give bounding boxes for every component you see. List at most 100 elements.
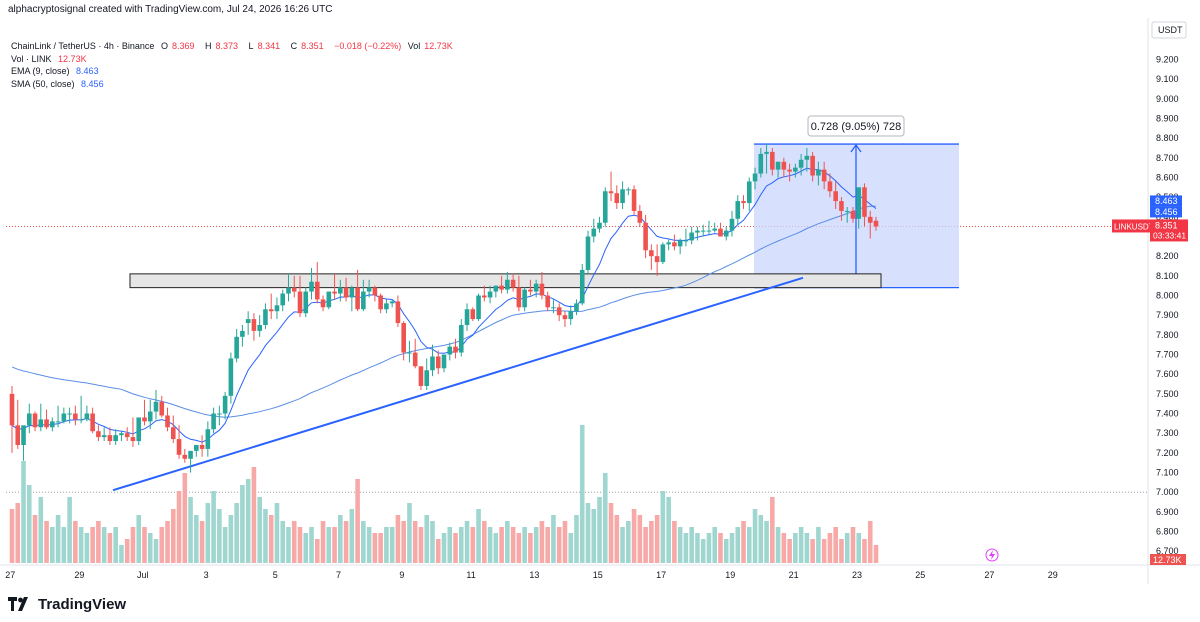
x-tick-label: 5 <box>273 570 278 580</box>
candle-body <box>458 325 464 353</box>
volume-bar <box>718 533 723 563</box>
volume-bar <box>188 497 193 563</box>
volume-bar <box>407 503 412 563</box>
volume-bar <box>458 527 464 563</box>
legend-ema-row[interactable]: EMA (9, close) 8.463 <box>11 65 461 78</box>
volume-bar <box>182 473 188 563</box>
volume-bar <box>752 509 758 563</box>
volume-bar <box>217 509 222 563</box>
candle-body <box>482 295 487 298</box>
volume-bar <box>73 521 78 563</box>
volume-bar <box>493 533 499 563</box>
candle-body <box>268 309 274 312</box>
x-tick-label: 29 <box>1048 570 1058 580</box>
volume-bar <box>666 497 671 563</box>
candle-body <box>349 287 355 298</box>
candle-body <box>430 356 435 371</box>
candle-body <box>389 301 395 304</box>
legend-ema-value: 8.463 <box>76 66 99 76</box>
volume-bar <box>67 497 72 563</box>
candle-body <box>107 435 113 442</box>
candle-body <box>119 433 124 436</box>
attribution-text: alphacryptosignal created with TradingVi… <box>8 4 333 15</box>
candle-body <box>689 232 694 241</box>
ema-9-line[interactable] <box>11 167 877 443</box>
currency-label: USDT <box>1158 25 1183 35</box>
candle-body <box>314 281 320 300</box>
candle-body <box>251 319 257 331</box>
legend-symbol[interactable]: ChainLink / TetherUS · 4h · Binance <box>11 41 155 51</box>
currency-badge[interactable] <box>1151 21 1187 39</box>
candle-body <box>194 444 199 451</box>
y-tick-label: 6.900 <box>1156 507 1179 517</box>
volume-bar <box>499 527 504 563</box>
volume-bar <box>660 491 666 563</box>
candle-body <box>585 236 591 270</box>
legend-volume-row[interactable]: Vol · LINK 12.73K <box>11 53 461 66</box>
chart-legend: ChainLink / TetherUS · 4h · Binance O 8.3… <box>11 40 461 90</box>
volume-bar <box>366 527 372 563</box>
candle-body <box>631 189 637 211</box>
y-tick-label: 9.100 <box>1156 74 1179 84</box>
volume-bar <box>787 539 792 563</box>
volume-bar <box>781 533 787 563</box>
candle-body <box>240 330 245 337</box>
volume-bar <box>309 527 314 563</box>
candle-body <box>15 425 21 445</box>
candle-body <box>286 287 291 294</box>
candle-body <box>712 228 718 231</box>
candle-body <box>793 167 798 172</box>
volume-bar <box>597 497 602 563</box>
candle-body <box>579 269 585 304</box>
volume-bar <box>280 521 286 563</box>
candle-body <box>453 346 458 353</box>
tradingview-logo[interactable]: TradingView <box>8 594 126 614</box>
sma-50-line[interactable] <box>11 205 877 418</box>
candle-body <box>741 201 746 204</box>
volume-bar <box>476 509 481 563</box>
candle-body <box>372 287 378 296</box>
volume-bar <box>827 533 833 563</box>
volume-bar <box>205 503 211 563</box>
volume-bar <box>775 527 781 563</box>
tradingview-logo-icon <box>8 597 28 611</box>
legend-ema-label: EMA (9, close) <box>11 66 70 76</box>
candle-body <box>245 319 251 324</box>
volume-bar <box>251 467 257 563</box>
candle-body <box>147 411 153 422</box>
candle-body <box>32 413 38 428</box>
candle-body <box>562 315 568 320</box>
y-tick-label: 7.900 <box>1156 310 1179 320</box>
volume-bar <box>602 473 608 563</box>
volume-bar <box>401 521 406 563</box>
candle-body <box>810 155 815 176</box>
volume-bar <box>643 527 648 563</box>
volume-bar <box>862 539 867 563</box>
y-tick-label: 6.700 <box>1156 546 1179 556</box>
volume-bar <box>689 527 694 563</box>
volume-bar <box>228 515 234 563</box>
chart-frame[interactable]: USDT 9.200 9.100 9.000 8.900 8.800 8.700 8.600 8… <box>0 18 1200 584</box>
volume-bar <box>683 533 689 563</box>
volume-bar <box>130 527 136 563</box>
candle-body <box>159 401 165 416</box>
y-tick-label: 9.000 <box>1156 94 1179 104</box>
chart-canvas[interactable]: USDT 9.200 9.100 9.000 8.900 8.800 8.700 8.600 8… <box>0 18 1200 584</box>
volume-bar <box>464 521 470 563</box>
candle-body <box>182 454 188 459</box>
legend-sma-row[interactable]: SMA (50, close) 8.456 <box>11 78 461 91</box>
volume-bar <box>856 533 862 563</box>
volume-bar <box>539 521 545 563</box>
legend-change: −0.018 (−0.22%) <box>334 41 402 51</box>
candle-body <box>176 439 182 455</box>
candle-body <box>505 279 510 290</box>
candle-body <box>608 191 614 194</box>
support-trendline[interactable] <box>112 276 804 492</box>
volume-bar <box>585 503 591 563</box>
candle-body <box>50 421 55 428</box>
volume-bar <box>850 527 856 563</box>
candle-body <box>257 325 262 331</box>
candle-body <box>539 283 545 296</box>
volume-bar <box>695 533 700 563</box>
legend-l-label: L <box>248 41 254 51</box>
